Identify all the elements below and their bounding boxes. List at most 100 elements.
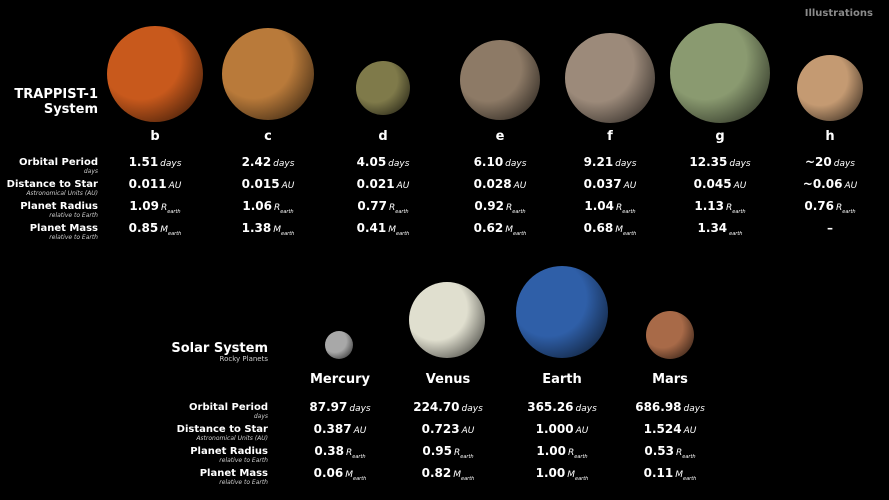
value: 1.00 [536,444,566,458]
planet-name: e [495,129,505,144]
unit-subscript: earth [842,209,856,215]
unit: AU [844,181,858,191]
planet-radius: 0.92 Rearth [445,199,555,215]
planet-e [460,40,540,120]
value: 686.98 [635,400,682,414]
value: 9.21 [583,155,614,169]
row-label-sub: relative to Earth [49,234,98,241]
trappist-title-line2: System [43,102,98,117]
unit: days [461,404,483,414]
planet-h [797,55,863,121]
value: 4.05 [356,155,387,169]
value: 0.53 [644,444,674,458]
row-label: Distance to Star Astronomical Units (AU) [0,179,98,197]
value: 0.62 [473,221,504,235]
planet-distance: 0.028 AU [445,177,555,191]
planet-radius: 0.38 Rearth [285,444,395,460]
planet-radius: 0.77 Rearth [328,199,438,215]
unit: AU [683,426,697,436]
value: 224.70 [413,400,460,414]
row-label-sub: Astronomical Units (AU) [196,435,268,442]
planet-period: 365.26 days [507,400,617,414]
value: 0.037 [583,177,622,191]
planet-distance: 1.524 AU [615,422,725,436]
unit: days [505,159,527,169]
planet-period: 1.51 days [100,155,210,169]
row-label: Planet Mass relative to Earth [68,468,268,486]
planet-name: d [378,129,388,144]
planet-name: c [264,129,272,144]
unit-subscript: earth [729,231,743,237]
unit-subscript: earth [460,454,474,460]
planet-distance: 0.015 AU [213,177,323,191]
unit: R [616,203,623,213]
unit-subscript: earth [281,231,295,237]
value: 0.95 [422,444,452,458]
planet-radius: 0.95 Rearth [393,444,503,460]
unit: M [615,225,624,235]
value: ~0.06 [802,177,843,191]
planet-b [107,26,203,122]
value: 0.38 [314,444,344,458]
unit: days [349,404,371,414]
planet-period: 12.35 days [665,155,775,169]
unit: R [726,203,733,213]
planet-distance: 0.045 AU [665,177,775,191]
planet-radius: 0.76 Rearth [775,199,885,215]
unit-subscript: earth [396,231,410,237]
value: 0.85 [128,221,159,235]
unit-subscript: earth [168,231,182,237]
planet-period: 686.98 days [615,400,725,414]
planet-mass: 0.41 Mearth [328,221,438,237]
unit: R [506,203,513,213]
unit: AU [513,181,527,191]
planet-period: 224.70 days [393,400,503,414]
planet-mass: 0.11 Mearth [615,466,725,482]
planet-radius: 1.13 Rearth [665,199,775,215]
unit: AU [168,181,182,191]
unit: AU [281,181,295,191]
planet-mass: 1.00 Mearth [507,466,617,482]
value: 87.97 [309,400,348,414]
planet-distance: 0.387 AU [285,422,395,436]
value: 365.26 [527,400,574,414]
value: 0.82 [421,466,452,480]
unit: R [454,448,461,458]
value: 1.13 [694,199,724,213]
value: 12.35 [689,155,728,169]
value: 1.04 [584,199,614,213]
unit-subscript: earth [395,209,409,215]
unit: days [273,159,295,169]
row-label-sub: Astronomical Units (AU) [26,190,98,197]
planet-name: Venus [425,372,471,387]
unit: R [161,203,168,213]
unit-subscript: earth [513,231,527,237]
illustrations-label: Illustrations [804,8,873,19]
unit-subscript: earth [574,454,588,460]
unit-subscript: earth [352,454,366,460]
value: – [827,221,833,235]
planet-mass: 1.34 earth [665,221,775,237]
value: 0.028 [473,177,512,191]
solar-title: Solar System [171,341,268,356]
row-label: Orbital Period days [68,402,268,420]
planet-name: Mercury [309,372,370,387]
planet-venus [409,282,485,358]
unit: AU [396,181,410,191]
planet-mass: 0.06 Mearth [285,466,395,482]
unit: M [273,225,282,235]
unit: AU [623,181,637,191]
unit-subscript: earth [280,209,294,215]
value: 0.015 [241,177,280,191]
row-label-main: Planet Radius [190,446,268,457]
unit-subscript: earth [682,454,696,460]
row-label-sub: relative to Earth [219,457,268,464]
planet-earth [516,266,608,358]
planet-radius: 1.00 Rearth [507,444,617,460]
row-label: Orbital Period days [0,157,98,175]
value: 0.387 [313,422,352,436]
planet-mass: – [775,221,885,235]
planet-c [222,28,314,120]
unit-subscript: earth [512,209,526,215]
